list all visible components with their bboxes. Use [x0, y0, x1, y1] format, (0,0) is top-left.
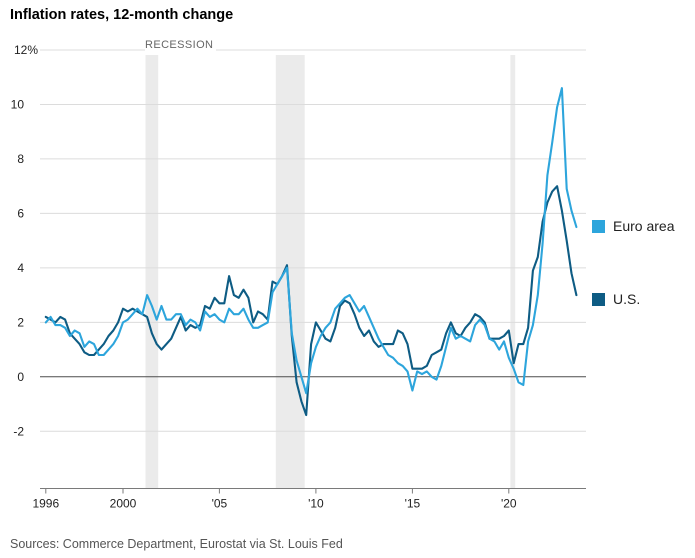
y-tick-label: -2: [13, 424, 24, 438]
chart-title: Inflation rates, 12-month change: [10, 7, 234, 23]
x-tick-label: '15: [405, 497, 421, 511]
recession-band: [275, 55, 305, 489]
y-tick-label: 4: [17, 261, 24, 275]
y-tick-label: 6: [17, 206, 24, 220]
x-tick-label: '20: [501, 497, 517, 511]
legend-label-us: U.S.: [613, 291, 641, 307]
y-tick-label: 0: [17, 370, 24, 384]
legend-item-us: U.S.: [592, 291, 640, 307]
y-tick-label: 2: [17, 315, 24, 329]
y-tick-label: 8: [17, 152, 24, 166]
x-tick-label: 2000: [110, 497, 137, 511]
us-swatch-icon: [592, 292, 605, 306]
euro-area-swatch-icon: [592, 219, 605, 233]
series-line-u-s-: [44, 185, 578, 417]
legend-item-euro-area: Euro area: [592, 218, 674, 234]
y-tick-label: 10: [11, 98, 25, 112]
x-tick-label: '05: [212, 497, 228, 511]
y-tick-label: 12%: [14, 43, 38, 57]
x-tick-label: '10: [308, 497, 324, 511]
series-line-euro-area: [44, 87, 578, 395]
legend-label-euro-area: Euro area: [613, 218, 675, 234]
source-credit: Sources: Commerce Department, Eurostat v…: [10, 537, 343, 551]
recession-annotation: RECESSION: [145, 39, 217, 51]
recession-band: [145, 55, 159, 489]
recession-band: [510, 55, 516, 489]
x-tick-label: 1996: [32, 497, 59, 511]
